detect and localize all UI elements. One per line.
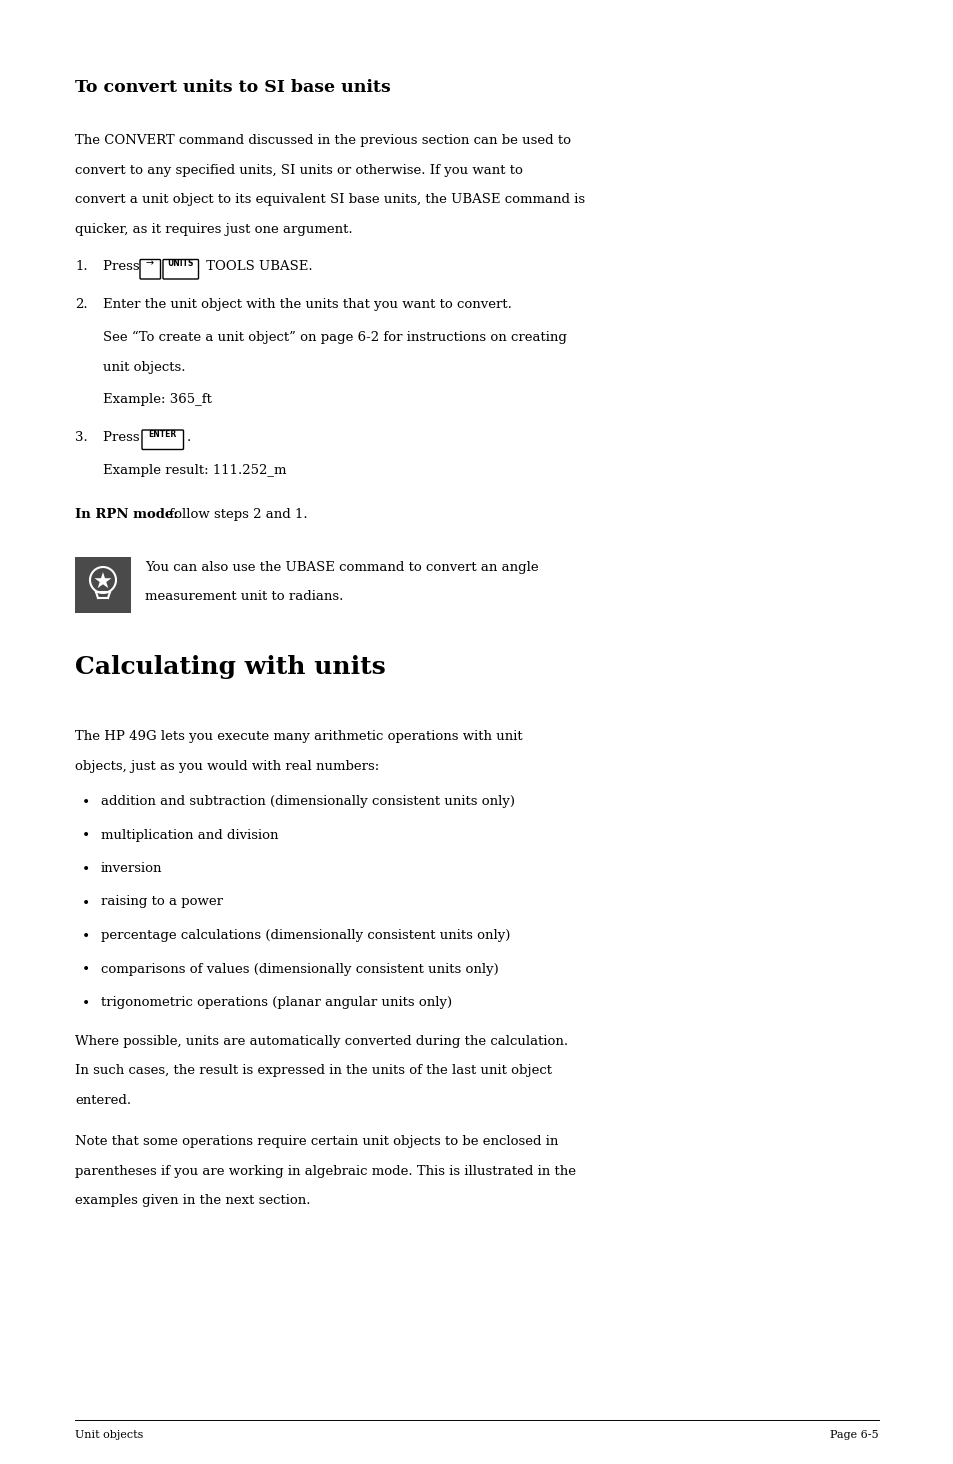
Text: UNITS: UNITS: [167, 259, 193, 268]
Text: The CONVERT command discussed in the previous section can be used to: The CONVERT command discussed in the pre…: [75, 135, 571, 146]
Text: •: •: [82, 796, 91, 810]
Text: percentage calculations (dimensionally consistent units only): percentage calculations (dimensionally c…: [101, 930, 510, 941]
Text: Unit objects: Unit objects: [75, 1430, 143, 1441]
Text: •: •: [82, 930, 91, 944]
Text: The HP 49G lets you execute many arithmetic operations with unit: The HP 49G lets you execute many arithme…: [75, 731, 522, 744]
Text: 3.: 3.: [75, 430, 88, 444]
Text: inversion: inversion: [101, 862, 162, 875]
Text: 2.: 2.: [75, 297, 88, 310]
Text: .: .: [187, 430, 191, 444]
Text: You can also use the UBASE command to convert an angle: You can also use the UBASE command to co…: [145, 561, 538, 574]
Text: comparisons of values (dimensionally consistent units only): comparisons of values (dimensionally con…: [101, 962, 498, 975]
FancyBboxPatch shape: [75, 556, 131, 613]
Text: raising to a power: raising to a power: [101, 896, 223, 909]
Text: convert a unit object to its equivalent SI base units, the UBASE command is: convert a unit object to its equivalent …: [75, 193, 584, 206]
Text: To convert units to SI base units: To convert units to SI base units: [75, 79, 391, 97]
Text: •: •: [82, 997, 91, 1012]
FancyBboxPatch shape: [140, 259, 160, 280]
Text: →: →: [146, 259, 153, 268]
Text: parentheses if you are working in algebraic mode. This is illustrated in the: parentheses if you are working in algebr…: [75, 1164, 576, 1177]
Text: follow steps 2 and 1.: follow steps 2 and 1.: [165, 508, 307, 521]
Text: unit objects.: unit objects.: [103, 360, 185, 373]
Text: Example result: 111.252_m: Example result: 111.252_m: [103, 464, 286, 477]
Text: •: •: [82, 896, 91, 911]
Text: •: •: [82, 963, 91, 978]
Text: examples given in the next section.: examples given in the next section.: [75, 1195, 310, 1206]
Text: multiplication and division: multiplication and division: [101, 829, 278, 842]
Text: •: •: [82, 862, 91, 877]
Text: Example: 365_ft: Example: 365_ft: [103, 392, 212, 406]
Text: In such cases, the result is expressed in the units of the last unit object: In such cases, the result is expressed i…: [75, 1064, 552, 1078]
Text: Page 6-5: Page 6-5: [829, 1430, 878, 1441]
Text: 1.: 1.: [75, 261, 88, 272]
Text: trigonometric operations (planar angular units only): trigonometric operations (planar angular…: [101, 996, 452, 1009]
Text: Where possible, units are automatically converted during the calculation.: Where possible, units are automatically …: [75, 1035, 568, 1048]
Text: entered.: entered.: [75, 1094, 131, 1107]
Text: Press: Press: [103, 261, 144, 272]
FancyBboxPatch shape: [163, 259, 198, 280]
Text: See “To create a unit object” on page 6-2 for instructions on creating: See “To create a unit object” on page 6-…: [103, 331, 566, 344]
Text: quicker, as it requires just one argument.: quicker, as it requires just one argumen…: [75, 223, 353, 236]
Text: addition and subtraction (dimensionally consistent units only): addition and subtraction (dimensionally …: [101, 795, 515, 808]
Text: TOOLS UBASE.: TOOLS UBASE.: [202, 261, 313, 272]
Text: Calculating with units: Calculating with units: [75, 654, 385, 679]
Text: Press: Press: [103, 430, 144, 444]
Text: Enter the unit object with the units that you want to convert.: Enter the unit object with the units tha…: [103, 297, 512, 310]
Text: measurement unit to radians.: measurement unit to radians.: [145, 590, 343, 603]
Text: objects, just as you would with real numbers:: objects, just as you would with real num…: [75, 760, 379, 773]
FancyBboxPatch shape: [142, 430, 183, 449]
Text: Note that some operations require certain unit objects to be enclosed in: Note that some operations require certai…: [75, 1135, 558, 1148]
Text: ★: ★: [92, 572, 112, 593]
Text: convert to any specified units, SI units or otherwise. If you want to: convert to any specified units, SI units…: [75, 164, 522, 177]
Text: •: •: [82, 830, 91, 843]
Text: ENTER: ENTER: [149, 429, 176, 439]
Text: In RPN mode:: In RPN mode:: [75, 508, 178, 521]
